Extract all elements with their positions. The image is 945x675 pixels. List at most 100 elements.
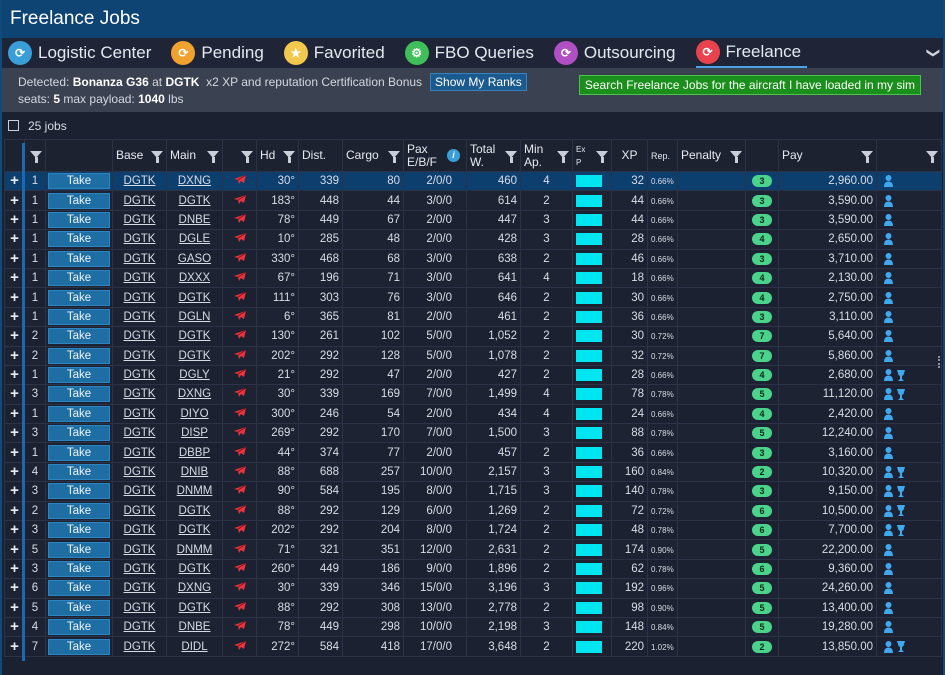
filter-icon[interactable]	[241, 151, 253, 163]
take-button[interactable]: Take	[48, 192, 110, 209]
base-airport-link[interactable]: DGTK	[123, 524, 156, 537]
person-icon[interactable]	[880, 446, 894, 459]
main-airport-link[interactable]: DGTK	[178, 194, 211, 207]
table-row[interactable]: +1 Take DGTK DGLE 10° 285 48 2/0/0 428 3 28 0.66% 4 2…	[4, 229, 942, 250]
main-airport-link[interactable]: DNBE	[178, 621, 211, 634]
take-button[interactable]: Take	[48, 308, 110, 325]
base-airport-link[interactable]: DGTK	[123, 233, 156, 246]
info-icon[interactable]: i	[447, 149, 460, 162]
main-airport-link[interactable]: DXNG	[177, 582, 212, 595]
take-button[interactable]: Take	[48, 561, 110, 577]
take-button[interactable]: Take	[48, 502, 110, 519]
expand-row-button[interactable]: +	[4, 170, 25, 192]
table-row[interactable]: +1 Take DGTK DNBE 78° 449 67 2/0/0 447 3 44 0.66% 3 3…	[4, 209, 942, 231]
take-button[interactable]: Take	[48, 541, 110, 558]
col-hd[interactable]: Hd	[256, 139, 299, 172]
base-airport-link[interactable]: DGTK	[123, 272, 156, 285]
table-row[interactable]: +1 Take DGTK DXNG 30° 339 80 2/0/0 460 4 32 0.66% 3 2…	[4, 170, 942, 192]
take-button[interactable]: Take	[48, 250, 110, 267]
main-airport-link[interactable]: DNMM	[176, 543, 213, 556]
col-rep[interactable]: Rep.	[647, 139, 678, 172]
table-row[interactable]: +2 Take DGTK DGTK 130° 261 102 5/0/0 1,052 2 30 0.7…	[4, 326, 942, 347]
take-button[interactable]: Take	[48, 367, 110, 384]
table-row[interactable]: +1 Take DGTK GASO 330° 468 68 3/0/0 638 2 46 0.66% 3…	[4, 248, 942, 269]
table-row[interactable]: +6 Take DGTK DXNG 30° 339 346 15/0/0 3,196 3 192 0.…	[4, 578, 942, 599]
person-icon[interactable]	[880, 524, 894, 537]
person-icon[interactable]	[880, 194, 894, 207]
take-button[interactable]: Take	[48, 638, 110, 655]
take-button[interactable]: Take	[48, 386, 110, 403]
col-badge[interactable]	[745, 139, 779, 172]
base-airport-link[interactable]: DGTK	[123, 640, 156, 653]
tab-outsourcing[interactable]: ⟳ Outsourcing	[553, 38, 682, 68]
take-button[interactable]: Take	[48, 231, 110, 248]
base-airport-link[interactable]: DGTK	[123, 504, 156, 517]
person-icon[interactable]	[880, 621, 894, 634]
col-penalty[interactable]: Penalty	[677, 139, 746, 172]
base-airport-link[interactable]: DGTK	[123, 330, 156, 343]
base-airport-link[interactable]: DGTK	[123, 621, 156, 634]
person-icon[interactable]	[880, 213, 894, 226]
main-airport-link[interactable]: DGTK	[178, 524, 211, 537]
table-row[interactable]: +1 Take DGTK DIYO 300° 246 54 2/0/0 434 4 24 0.66% 4…	[4, 403, 942, 425]
take-button[interactable]: Take	[48, 289, 110, 306]
main-airport-link[interactable]: DXNG	[177, 388, 212, 401]
person-icon[interactable]	[880, 543, 894, 556]
person-icon[interactable]	[880, 640, 894, 653]
table-row[interactable]: +4 Take DGTK DNBE 78° 449 298 10/0/0 2,198 3 148 0.…	[4, 616, 942, 638]
table-row[interactable]: +1 Take DGTK DGLN 6° 365 81 2/0/0 461 2 36 0.66% 3 3,…	[4, 306, 942, 328]
filter-icon[interactable]	[596, 151, 608, 163]
col-total[interactable]: Total W.	[466, 139, 521, 172]
filter-icon[interactable]	[505, 151, 517, 163]
main-airport-link[interactable]: DGTK	[178, 349, 211, 362]
filter-icon[interactable]	[151, 151, 163, 163]
take-button[interactable]: Take	[48, 328, 110, 345]
col-dist[interactable]: Dist.	[298, 139, 343, 172]
person-icon[interactable]	[880, 272, 894, 285]
person-icon[interactable]	[880, 349, 894, 362]
table-row[interactable]: +1 Take DGTK DGTK 111° 303 76 3/0/0 646 2 30 0.66% 4…	[4, 287, 942, 308]
table-row[interactable]: +2 Take DGTK DGTK 202° 292 128 5/0/0 1,078 2 32 0.7…	[4, 345, 942, 366]
main-airport-link[interactable]: DBBP	[178, 446, 211, 459]
base-airport-link[interactable]: DGTK	[123, 563, 156, 575]
main-airport-link[interactable]: DGLE	[178, 233, 211, 246]
take-button[interactable]: Take	[48, 173, 110, 190]
base-airport-link[interactable]: DGTK	[123, 543, 156, 556]
base-airport-link[interactable]: DGTK	[123, 369, 156, 382]
col-minap[interactable]: Min Ap.	[520, 139, 573, 172]
base-airport-link[interactable]: DGTK	[123, 310, 156, 323]
person-icon[interactable]	[880, 291, 894, 304]
main-airport-link[interactable]: DGTK	[178, 563, 211, 575]
col-cargo[interactable]: Cargo	[342, 139, 404, 172]
take-button[interactable]: Take	[48, 211, 110, 228]
table-row[interactable]: +1 Take DGTK DXXX 67° 196 71 3/0/0 641 4 18 0.66% 4 2…	[4, 267, 942, 289]
filter-icon[interactable]	[861, 151, 873, 163]
main-airport-link[interactable]: DGTK	[178, 291, 211, 304]
person-icon[interactable]	[880, 388, 894, 401]
base-airport-link[interactable]: DGTK	[123, 582, 156, 595]
filter-icon[interactable]	[388, 151, 400, 163]
main-airport-link[interactable]: DXXX	[178, 272, 211, 285]
base-airport-link[interactable]: DGTK	[123, 427, 156, 440]
table-row[interactable]: +3 Take DGTK DXNG 30° 339 169 7/0/0 1,499 4 78 0.78…	[4, 384, 942, 405]
base-airport-link[interactable]: DGTK	[123, 485, 156, 498]
main-airport-link[interactable]: DISP	[181, 427, 208, 440]
base-airport-link[interactable]: DGTK	[123, 407, 156, 420]
take-button[interactable]: Take	[48, 599, 110, 616]
chevron-down-icon[interactable]: ❯	[926, 47, 942, 59]
base-airport-link[interactable]: DGTK	[123, 291, 156, 304]
person-icon[interactable]	[880, 582, 894, 595]
tab-favorited[interactable]: ★ Favorited	[283, 38, 391, 68]
base-airport-link[interactable]: DGTK	[123, 446, 156, 459]
take-button[interactable]: Take	[48, 425, 110, 442]
take-button[interactable]: Take	[48, 405, 110, 422]
filter-icon[interactable]	[207, 151, 219, 163]
filter-icon[interactable]	[30, 151, 42, 163]
take-button[interactable]: Take	[48, 270, 110, 287]
main-airport-link[interactable]: DXNG	[177, 175, 212, 188]
take-button[interactable]: Take	[48, 522, 110, 539]
table-row[interactable]: +3 Take DGTK DGTK 260° 449 186 9/0/0 1,896 2 62 0.7…	[4, 558, 942, 580]
main-airport-link[interactable]: DGLN	[178, 310, 211, 323]
table-row[interactable]: +5 Take DGTK DNMM 71° 321 351 12/0/0 2,631 2 174 0.…	[4, 539, 942, 560]
col-base[interactable]: Base	[112, 139, 167, 172]
